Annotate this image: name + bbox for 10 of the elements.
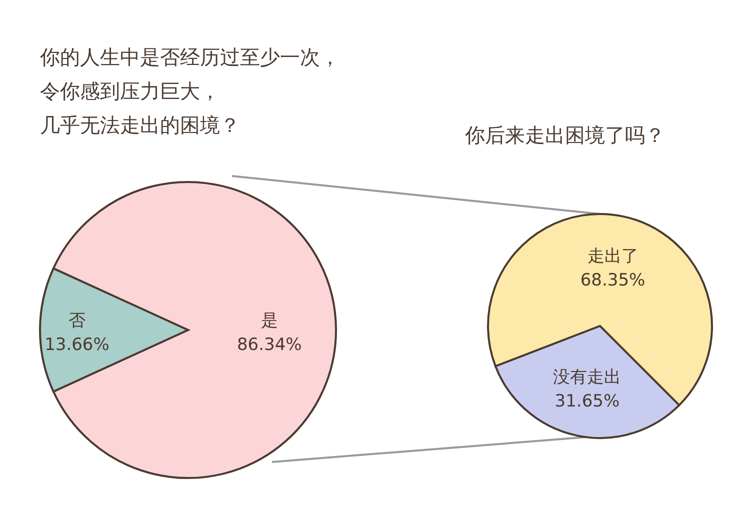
data-label: 68.35% — [580, 270, 646, 291]
slice-label: 走出了 — [587, 246, 638, 267]
slice-label: 否 — [68, 311, 86, 331]
slice-label: 是 — [260, 311, 278, 331]
slice-label: 没有走出 — [553, 367, 622, 388]
data-label: 86.34% — [236, 335, 302, 355]
data-label: 31.65% — [554, 391, 620, 412]
chart-title: 你的人生中是否经历过至少一次，令你感到压力巨大，几乎无法走出的困境？ — [40, 44, 340, 139]
chart-title: 你后来走出困境了吗？ — [465, 122, 665, 149]
data-label: 13.66% — [44, 335, 110, 355]
